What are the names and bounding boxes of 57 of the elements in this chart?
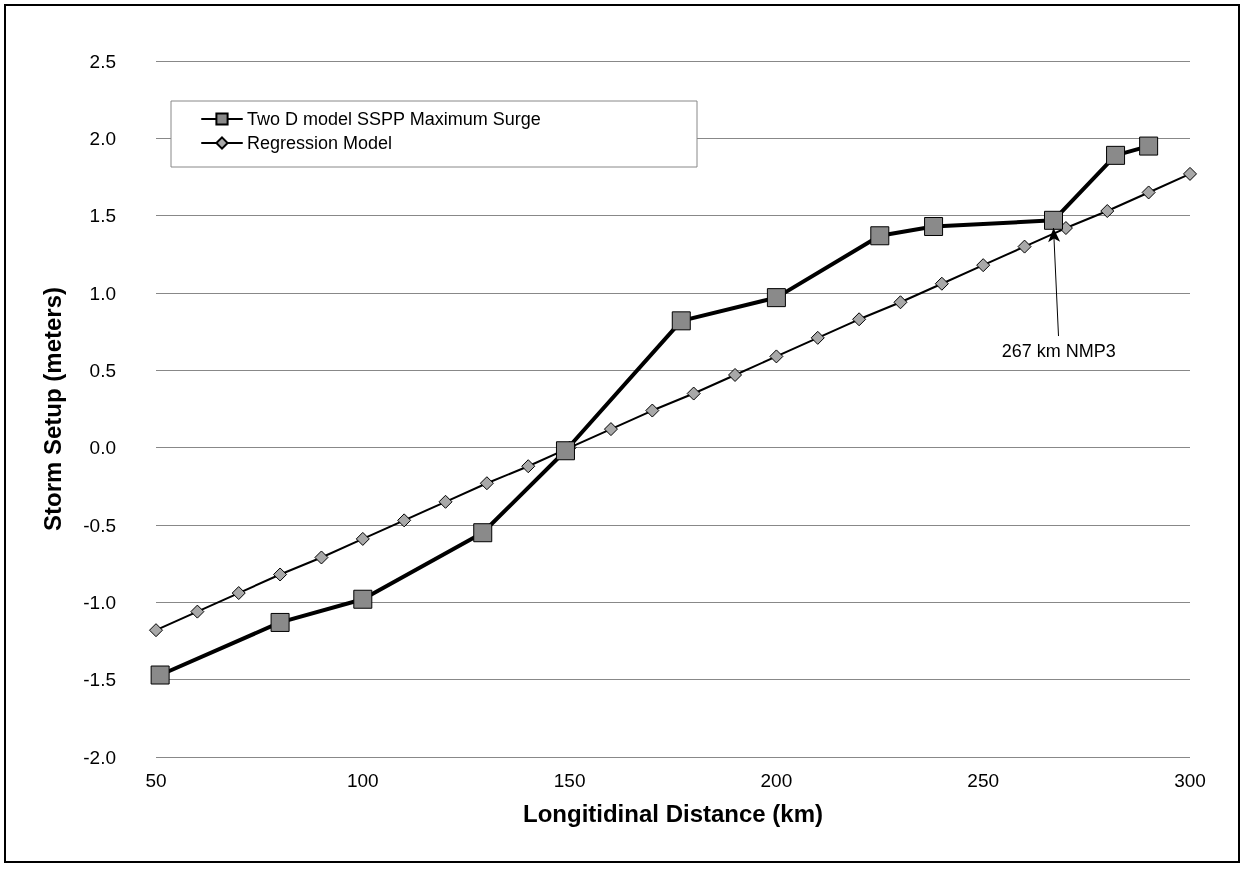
point: [893, 295, 908, 310]
point: [521, 459, 536, 474]
point: [976, 258, 991, 273]
point: [353, 589, 373, 609]
y-tick-label: -1.5: [83, 669, 116, 691]
point: [686, 386, 701, 401]
x-tick-label: 150: [553, 770, 586, 791]
point: [150, 665, 170, 685]
point: [1141, 185, 1156, 200]
x-tick-label: 250: [967, 770, 1000, 791]
point: [810, 330, 825, 345]
y-axis-title: Storm Setup (meters): [38, 286, 66, 532]
point: [270, 612, 290, 632]
point: [1106, 145, 1126, 165]
x-tick-label: 300: [1174, 770, 1206, 791]
x-tick-label: 100: [346, 770, 379, 791]
y-tick-label: -0.5: [83, 514, 116, 536]
point: [769, 349, 784, 364]
point: [479, 476, 494, 491]
point: [645, 403, 660, 418]
point: [852, 312, 867, 327]
point: [231, 586, 246, 601]
y-tick-label: 2.0: [89, 127, 116, 149]
y-tick-label: 2.5: [89, 50, 116, 72]
point: [671, 311, 691, 331]
point: [473, 523, 493, 543]
point: [934, 276, 949, 291]
point: [1183, 166, 1197, 181]
point: [190, 604, 205, 619]
x-tick-label: 50: [145, 770, 167, 791]
y-tick-label: 0.5: [89, 359, 116, 381]
y-tick-label: 1.5: [89, 205, 116, 227]
point: [1017, 239, 1032, 254]
point: [1139, 136, 1159, 156]
legend-label: Regression Model: [247, 133, 393, 153]
point: [273, 567, 288, 582]
point: [603, 422, 618, 437]
point: [1100, 204, 1115, 219]
x-axis-title: Longitidinal Distance (km): [522, 799, 824, 827]
y-tick-label: 0.0: [89, 437, 116, 459]
y-tick-label: -1.0: [83, 591, 116, 613]
legend-label: Two D model SSPP Maximum Surge: [247, 109, 541, 129]
point: [555, 441, 575, 461]
point: [355, 531, 370, 546]
annotation: 267 km NMP3: [1001, 341, 1116, 362]
x-tick-label: 200: [760, 770, 793, 791]
y-tick-label: 1.0: [89, 282, 116, 304]
y-tick-label: -2.0: [83, 746, 116, 768]
point: [149, 623, 163, 638]
point: [438, 494, 453, 509]
point: [314, 550, 329, 565]
point: [397, 513, 412, 528]
point: [766, 288, 786, 308]
point: [728, 367, 743, 382]
point: [1044, 210, 1064, 230]
point: [870, 226, 890, 246]
point: [924, 216, 944, 236]
